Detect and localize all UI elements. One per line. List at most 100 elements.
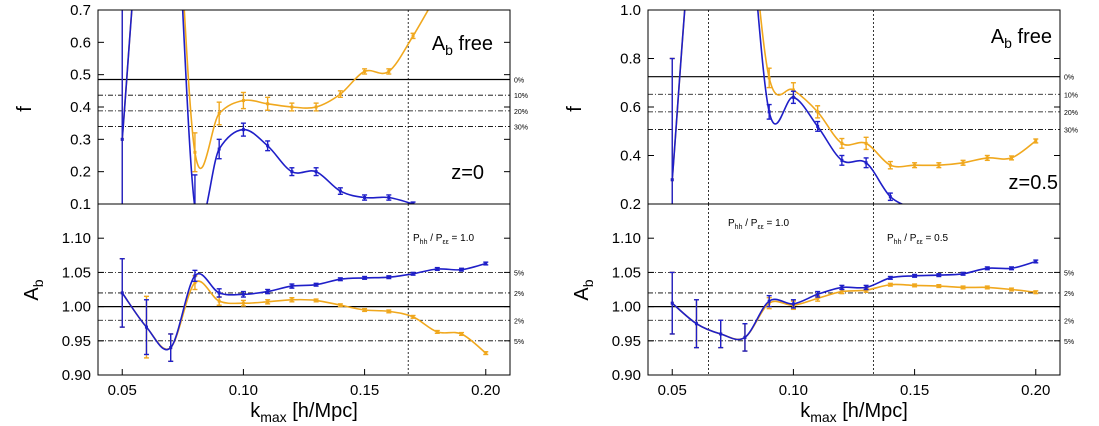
blue-data-point bbox=[314, 283, 318, 287]
blue-data-point bbox=[387, 196, 391, 200]
blue-data-point bbox=[290, 170, 294, 174]
percent-label: 0% bbox=[1064, 75, 1074, 82]
blue-data-point bbox=[670, 301, 674, 305]
blue-data-point bbox=[314, 170, 318, 174]
y-axis-label: f bbox=[14, 106, 36, 112]
blue-data-point bbox=[816, 292, 820, 296]
orange-data-point bbox=[217, 299, 221, 303]
plot-frame bbox=[97, 9, 511, 205]
blue-data-point bbox=[767, 110, 771, 114]
percent-label: 10% bbox=[514, 93, 528, 100]
blue-data-point bbox=[791, 302, 795, 306]
orange-data-point bbox=[1010, 288, 1014, 291]
x-axis-label-main: k bbox=[800, 400, 811, 422]
x-axis-label-sub: max bbox=[260, 409, 286, 425]
blue-data-point bbox=[985, 266, 989, 270]
percent-label: 2% bbox=[514, 318, 524, 325]
orange-data-point bbox=[913, 163, 917, 167]
orange-data-point bbox=[1034, 139, 1038, 143]
x-axis-label-rest: [h/Mpc] bbox=[287, 400, 358, 422]
y-tick-label: 1.05 bbox=[62, 264, 91, 281]
x-axis-label: kmax [h/Mpc] bbox=[250, 400, 358, 425]
percent-label: 10% bbox=[1064, 92, 1078, 99]
reference-lines: 0% 10% 20% 30% bbox=[648, 75, 1078, 134]
blue-data-point bbox=[888, 195, 892, 199]
redshift-label: z=0.5 bbox=[1009, 172, 1058, 194]
ratio-mid: / P bbox=[742, 218, 757, 229]
reference-lines: 5% 2% 2% 5% bbox=[98, 270, 524, 346]
blue-data-point bbox=[913, 207, 916, 210]
percent-label: 30% bbox=[1064, 127, 1078, 134]
blue-data-point bbox=[338, 277, 342, 281]
orange-data-point bbox=[266, 102, 270, 106]
orange-data-point bbox=[290, 298, 294, 302]
orange-data-point bbox=[266, 300, 270, 304]
orange-data-point bbox=[816, 110, 820, 114]
ratio-post: = 1.0 bbox=[764, 218, 790, 229]
x-tick-label: 0.10 bbox=[229, 382, 258, 399]
orange-data-point bbox=[1010, 156, 1014, 160]
percent-label: 20% bbox=[1064, 110, 1078, 117]
percent-label: 5% bbox=[514, 270, 524, 277]
orange-data-point bbox=[1034, 290, 1038, 294]
blue-data-point bbox=[961, 272, 965, 276]
ratio-sub1: hh bbox=[420, 239, 428, 246]
panel-right-bottom: 5%2%2%5% 0.900.951.001.051.10 0.05 0.10 0.… bbox=[571, 203, 1074, 425]
y-axis-label-sub: b bbox=[30, 279, 46, 287]
blue-data-point bbox=[719, 332, 723, 336]
orange-data-point bbox=[241, 301, 245, 305]
orange-series-line bbox=[121, 280, 487, 354]
x-tick-label: 0.15 bbox=[350, 382, 379, 399]
blue-data-point bbox=[864, 285, 868, 289]
orange-data-point bbox=[314, 105, 318, 109]
orange-data-point bbox=[363, 69, 367, 73]
percent-label: 30% bbox=[514, 125, 528, 132]
y-tick-label: 1.0 bbox=[620, 2, 641, 19]
y-axis-label-main: A bbox=[21, 287, 43, 301]
y-tick-label: 0.6 bbox=[620, 99, 641, 116]
ratio-sub2: εε bbox=[916, 239, 922, 246]
blue-series-line bbox=[671, 260, 1037, 341]
series-group bbox=[669, 259, 1039, 352]
annotation-ab-free: Ab free bbox=[991, 26, 1052, 51]
annotation-sub: b bbox=[1004, 35, 1012, 51]
annotation-rest: free bbox=[453, 33, 493, 55]
orange-data-point bbox=[840, 290, 844, 294]
percent-label: 5% bbox=[1064, 339, 1074, 346]
y-tick-label: 0.1 bbox=[70, 196, 91, 213]
y-tick-label: 0.90 bbox=[62, 367, 91, 384]
orange-data-point bbox=[241, 99, 245, 103]
orange-data-point bbox=[767, 76, 771, 80]
y-ticks: 0.90 0.95 1.00 1.05 1.10 bbox=[612, 230, 1060, 384]
orange-data-point bbox=[338, 92, 342, 96]
blue-data-point bbox=[266, 144, 270, 148]
panel-left-bottom: 5%2%2%5% 0.900.951.001.051.10 0.05 0.10 0.… bbox=[21, 203, 524, 425]
percent-label: 0% bbox=[514, 78, 524, 85]
blue-data-point bbox=[193, 206, 196, 209]
blue-data-point bbox=[694, 322, 698, 326]
ratio-post: = 0.5 bbox=[923, 233, 949, 244]
percent-label: 20% bbox=[514, 109, 528, 116]
blue-data-point bbox=[743, 335, 747, 339]
blue-data-point bbox=[193, 274, 197, 278]
blue-data-point bbox=[816, 124, 820, 128]
orange-data-point bbox=[888, 283, 892, 287]
y-ticks: 0.90 0.95 1.00 1.05 1.10 bbox=[62, 230, 510, 384]
x-axis-label-sub: max bbox=[810, 409, 836, 425]
orange-data-point bbox=[411, 34, 415, 38]
orange-data-point bbox=[193, 150, 197, 154]
percent-label: 5% bbox=[1064, 270, 1074, 277]
annotation-a: A bbox=[991, 26, 1005, 48]
ratio-sub1: hh bbox=[894, 239, 902, 246]
y-tick-label: 0.2 bbox=[70, 164, 91, 181]
ratio-p1: P bbox=[728, 218, 735, 229]
y-tick-label: 0.8 bbox=[620, 51, 641, 68]
plot-frame bbox=[647, 203, 1061, 376]
orange-data-point bbox=[816, 296, 820, 300]
blue-data-point bbox=[767, 299, 771, 303]
y-ticks: 0.1 0.2 0.3 0.4 0.5 0.6 0.7 bbox=[70, 2, 510, 213]
orange-data-point bbox=[387, 69, 391, 73]
blue-data-point bbox=[937, 273, 941, 277]
x-tick-label: 0.20 bbox=[471, 382, 500, 399]
percent-label: 5% bbox=[514, 339, 524, 346]
